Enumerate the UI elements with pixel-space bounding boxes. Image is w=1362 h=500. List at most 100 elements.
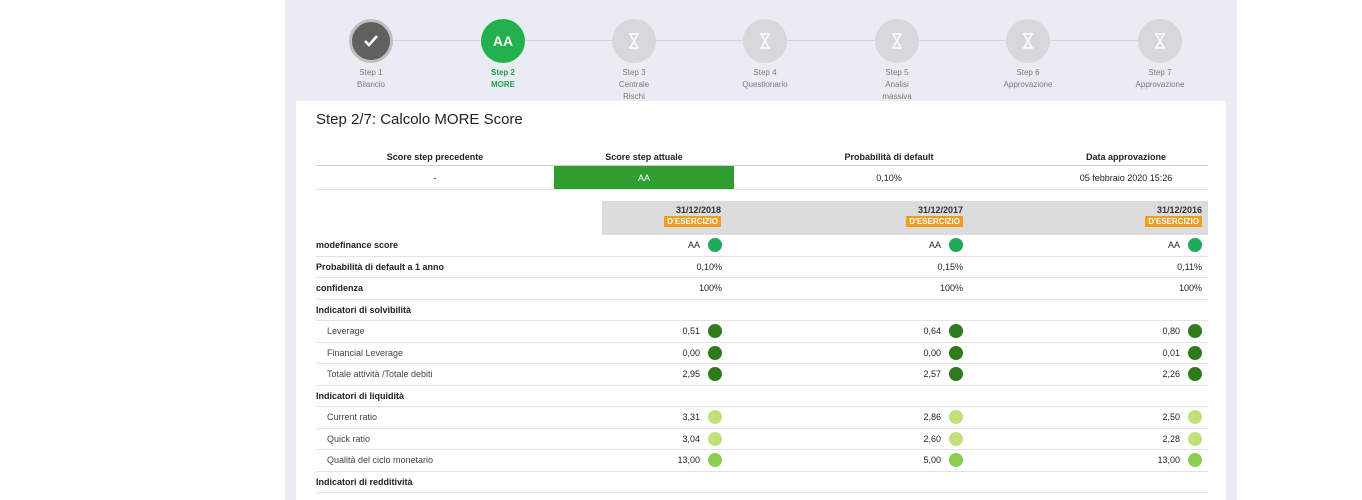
table-row: Indicatori di redditività xyxy=(316,472,1208,493)
step-2[interactable]: AA Step 2 MORE xyxy=(448,19,558,91)
year-header-2018: 31/12/2018 D'ESERCIZIO xyxy=(616,205,721,227)
summary-table: Score step precedente Score step attuale… xyxy=(316,148,1208,190)
status-dot-icon xyxy=(949,324,963,338)
row-value: 0,64 xyxy=(923,326,941,336)
step-number: Step 1 xyxy=(359,68,383,77)
row-label: modefinance score xyxy=(316,240,399,250)
summary-value-pd: 0,10% xyxy=(734,166,1044,190)
status-dot-icon xyxy=(708,453,722,467)
row-value: AA xyxy=(1167,240,1180,250)
status-dot-icon xyxy=(949,453,963,467)
summary-header-date: Data approvazione xyxy=(1044,148,1208,166)
row-value: 3,31 xyxy=(682,412,700,422)
section-heading: Indicatori di redditività xyxy=(316,476,413,487)
summary-value-previous: - xyxy=(316,166,554,190)
hourglass-icon xyxy=(743,19,787,63)
row-label: Quick ratio xyxy=(327,433,371,444)
step-label: Step 1 Bilancio xyxy=(316,67,426,91)
row-label: Leverage xyxy=(327,326,365,336)
row-value: 2,50 xyxy=(1162,412,1180,422)
step-score-badge: AA xyxy=(481,19,525,63)
year-tag: D'ESERCIZIO xyxy=(1145,216,1202,227)
step-5[interactable]: Step 5 Analisi massiva xyxy=(842,19,952,103)
row-value: 0,10% xyxy=(696,261,722,272)
section-heading: Indicatori di solvibilità xyxy=(316,304,412,315)
row-value: 100% xyxy=(939,283,963,293)
year-header-row: 31/12/2018 D'ESERCIZIO 31/12/2017 D'ESER… xyxy=(316,201,1208,235)
check-icon xyxy=(349,19,393,63)
row-value: 13,00 xyxy=(1157,455,1180,465)
table-row: Qualità del ciclo monetario 13,00 5,00 13,0… xyxy=(316,450,1208,472)
row-value: 2,28 xyxy=(1162,433,1180,444)
row-value: 2,86 xyxy=(923,412,941,422)
step-number: Step 4 xyxy=(753,68,777,77)
step-name: Centrale Rischi xyxy=(618,80,650,101)
hourglass-icon xyxy=(612,19,656,63)
status-dot-icon xyxy=(949,345,963,360)
step-3[interactable]: Step 3 Centrale Rischi xyxy=(579,19,689,103)
step-number: Step 6 xyxy=(1016,68,1040,77)
step-number: Step 5 xyxy=(885,68,909,77)
row-value: 0,11% xyxy=(1177,261,1202,272)
step-7[interactable]: Step 7 Approvazione xyxy=(1105,19,1215,91)
hourglass-icon xyxy=(1006,19,1050,63)
table-row: confidenza 100% 100% 100% xyxy=(316,278,1208,300)
year-header-2016: 31/12/2016 D'ESERCIZIO xyxy=(1097,205,1202,227)
table-row: Leverage 0,51 0,64 0,80 xyxy=(316,321,1208,343)
row-value: 5,00 xyxy=(923,455,941,465)
row-label: Probabilità di default a 1 anno xyxy=(316,261,445,272)
step-name: Analisi massiva xyxy=(882,80,912,101)
score-detail-table: 31/12/2018 D'ESERCIZIO 31/12/2017 D'ESER… xyxy=(316,201,1208,493)
row-label: Qualità del ciclo monetario xyxy=(327,455,434,465)
status-dot-icon xyxy=(708,431,722,446)
year-header-2017: 31/12/2017 D'ESERCIZIO xyxy=(858,205,963,227)
row-value: 0,80 xyxy=(1162,326,1180,336)
table-row: Totale attività /Totale debiti 2,95 2,57 2,… xyxy=(316,364,1208,386)
step-name: Questionario xyxy=(742,80,788,89)
summary-value-current-score: AA xyxy=(554,166,734,190)
step-1[interactable]: Step 1 Bilancio xyxy=(316,19,426,91)
row-value: 100% xyxy=(1178,283,1202,293)
hourglass-icon xyxy=(1138,19,1182,63)
hourglass-icon xyxy=(875,19,919,63)
step-number: Step 2 xyxy=(490,68,515,77)
status-dot-icon xyxy=(708,238,722,252)
summary-header-current: Score step attuale xyxy=(554,148,734,166)
row-value: 0,51 xyxy=(682,326,700,336)
status-dot-icon xyxy=(1188,410,1202,424)
step-number: Step 7 xyxy=(1148,68,1172,77)
status-dot-icon xyxy=(1188,367,1202,381)
step-name: MORE xyxy=(491,80,515,89)
row-value: AA xyxy=(928,240,941,250)
table-row: Current ratio 3,31 2,86 2,50 xyxy=(316,407,1208,429)
row-value: 100% xyxy=(698,283,722,293)
status-dot-icon xyxy=(1188,345,1202,360)
year-date: 31/12/2018 xyxy=(675,205,721,215)
table-row: Probabilità di default a 1 anno 0,10% 0,15… xyxy=(316,257,1208,278)
step-6[interactable]: Step 6 Approvazione xyxy=(973,19,1083,91)
status-dot-icon xyxy=(949,367,963,381)
row-value: 2,57 xyxy=(923,369,941,379)
row-value: 2,26 xyxy=(1162,369,1180,379)
status-dot-icon xyxy=(1188,431,1202,446)
row-label: confidenza xyxy=(316,283,364,293)
status-dot-icon xyxy=(1188,453,1202,467)
table-row: Indicatori di liquidità xyxy=(316,386,1208,407)
row-value: 0,00 xyxy=(682,347,700,358)
row-label: Financial Leverage xyxy=(327,347,404,358)
year-tag: D'ESERCIZIO xyxy=(664,216,721,227)
table-row: modefinance score AA AA AA xyxy=(316,235,1208,257)
app-frame: Step 1 Bilancio AA Step 2 MORE Step 3 Centrale… xyxy=(285,0,1237,500)
step-4[interactable]: Step 4 Questionario xyxy=(710,19,820,91)
row-value: 3,04 xyxy=(682,433,700,444)
table-row: Quick ratio 3,04 2,60 2,28 xyxy=(316,429,1208,450)
row-label: Totale attività /Totale debiti xyxy=(327,369,433,379)
status-dot-icon xyxy=(949,238,963,252)
page-title: Step 2/7: Calcolo MORE Score xyxy=(316,111,523,128)
summary-value-date: 05 febbraio 2020 15:26 xyxy=(1044,166,1208,190)
status-dot-icon xyxy=(708,367,722,381)
step-label: Step 5 Analisi massiva xyxy=(842,67,952,103)
year-tag: D'ESERCIZIO xyxy=(906,216,963,227)
row-value: 2,60 xyxy=(923,433,941,444)
year-date: 31/12/2016 xyxy=(1156,205,1202,215)
